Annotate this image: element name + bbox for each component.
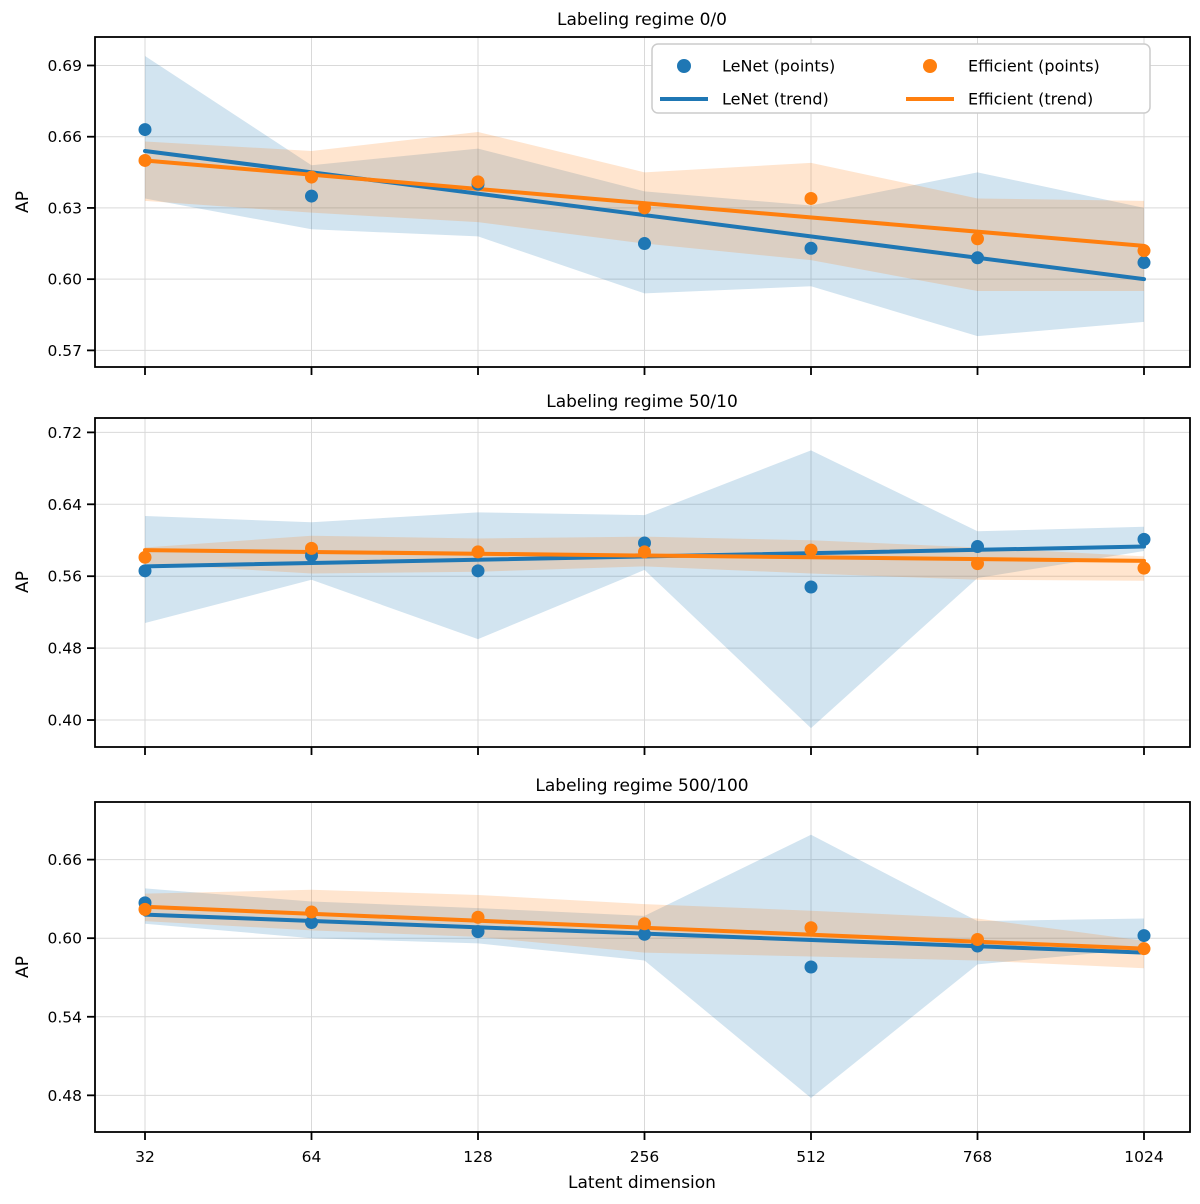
efficient-data-point <box>471 545 485 559</box>
subplot3-title: Labeling regime 500/100 <box>535 776 748 796</box>
x-tick-label: 768 <box>963 1148 993 1166</box>
subplot2-plot-area: 0.40 0.48 0.56 0.64 0.72 <box>47 417 1191 755</box>
efficient-data-point <box>804 921 818 935</box>
legend: LeNet (points) LeNet (trend) Efficient (po… <box>651 43 1151 114</box>
lenet-data-point <box>638 927 651 941</box>
efficient-data-point <box>138 550 152 564</box>
efficient-data-point <box>138 153 152 167</box>
y-tick-label: 0.40 <box>47 712 82 730</box>
subplot2-title: Labeling regime 50/10 <box>546 392 738 412</box>
legend-label: Efficient (trend) <box>968 90 1093 109</box>
efficient-data-point <box>638 201 651 215</box>
x-tick-label: 128 <box>463 1148 493 1166</box>
axes-spine <box>94 801 1191 1133</box>
y-tick-label: 0.54 <box>47 1008 82 1026</box>
lenet-data-point <box>971 251 984 265</box>
lenet-points-legend-marker <box>677 59 691 73</box>
y-tick-label: 0.60 <box>47 930 82 948</box>
subplot1-ylabel: AP <box>13 191 33 213</box>
efficient-data-point <box>305 541 318 555</box>
efficient-data-point <box>471 910 485 924</box>
subplot1-plot-area: 0.57 0.60 0.63 0.66 0.69 <box>47 36 1191 375</box>
efficient-data-point <box>638 545 651 559</box>
lenet-data-point <box>1137 929 1151 943</box>
x-tick-label: 32 <box>135 1148 155 1166</box>
lenet-data-point <box>138 123 152 137</box>
efficient-data-point <box>971 557 984 571</box>
lenet-confidence-band <box>145 450 1144 729</box>
x-tick-label: 1024 <box>1124 1148 1163 1166</box>
y-tick-label: 0.60 <box>47 271 82 289</box>
y-tick-label: 0.48 <box>47 640 82 658</box>
lenet-data-point <box>1137 256 1151 270</box>
y-tick-label: 0.64 <box>47 496 82 514</box>
lenet-data-point <box>471 925 485 939</box>
lenet-data-point <box>804 580 818 594</box>
axes-spine <box>94 36 1191 368</box>
y-tick-label: 0.57 <box>47 342 82 360</box>
subplot3-plot-area: 0.48 0.54 0.60 0.66 32 64 128 256 512 768 1024 <box>47 801 1191 1166</box>
efficient-data-point <box>804 543 818 557</box>
subplot1-title: Labeling regime 0/0 <box>557 10 727 30</box>
y-tick-label: 0.48 <box>47 1087 82 1105</box>
efficient-data-point <box>971 232 984 246</box>
y-tick-label: 0.69 <box>47 57 82 75</box>
y-tick-label: 0.56 <box>47 568 82 586</box>
x-axis-label: Latent dimension <box>568 1173 716 1193</box>
lenet-data-point <box>305 189 318 203</box>
lenet-confidence-band <box>145 55 1144 337</box>
efficient-points-legend-marker <box>923 59 937 73</box>
legend-label: LeNet (points) <box>722 57 835 76</box>
lenet-data-point <box>138 564 152 578</box>
x-tick-label: 512 <box>796 1148 826 1166</box>
axes-spine <box>94 417 1191 748</box>
efficient-data-point <box>638 917 651 931</box>
lenet-data-point <box>1137 532 1151 546</box>
lenet-data-point <box>804 241 818 255</box>
efficient-data-point <box>305 170 318 184</box>
efficient-data-point <box>471 175 485 189</box>
y-tick-label: 0.72 <box>47 424 82 442</box>
y-tick-label: 0.66 <box>47 851 82 869</box>
efficient-data-point <box>1137 561 1151 575</box>
lenet-data-point <box>971 540 984 554</box>
lenet-confidence-band <box>145 834 1144 1098</box>
x-tick-label: 256 <box>630 1148 660 1166</box>
lenet-data-point <box>804 960 818 974</box>
lenet-data-point <box>471 564 485 578</box>
legend-label: Efficient (points) <box>968 57 1100 76</box>
efficient-data-point <box>138 902 152 916</box>
efficient-data-point <box>1137 942 1151 956</box>
efficient-data-point <box>1137 244 1151 258</box>
y-tick-label: 0.63 <box>47 199 82 217</box>
y-tick-label: 0.66 <box>47 128 82 146</box>
efficient-data-point <box>971 933 984 946</box>
lenet-data-point <box>638 536 651 550</box>
x-tick-label: 64 <box>302 1148 322 1166</box>
lenet-data-point <box>638 237 651 251</box>
lenet-data-point <box>305 915 318 929</box>
legend-box <box>651 43 1151 114</box>
legend-label: LeNet (trend) <box>722 90 829 109</box>
efficient-data-point <box>305 905 318 919</box>
efficient-data-point <box>804 191 818 205</box>
subplot3-ylabel: AP <box>13 956 33 978</box>
subplot2-ylabel: AP <box>13 571 33 593</box>
